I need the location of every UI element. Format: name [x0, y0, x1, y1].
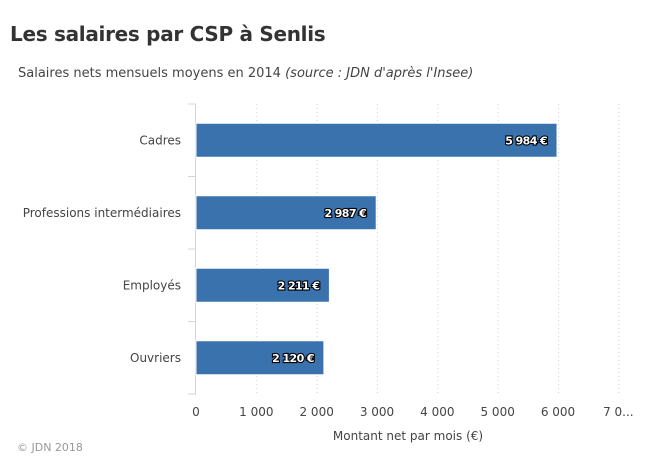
data-label-1: 2 987 €: [324, 207, 366, 220]
chart-subtitle: Salaires nets mensuels moyens en 2014 (s…: [18, 66, 473, 81]
x-tick-label-7: 7 0...: [603, 405, 634, 419]
x-tick-label-6: 6 000: [541, 405, 575, 419]
data-label-0: 5 984 €: [505, 134, 547, 147]
chart-title: Les salaires par CSP à Senlis: [10, 22, 326, 46]
bar-0: [195, 122, 558, 158]
x-tick-label-0: 0: [192, 405, 200, 419]
x-axis-title: Montant net par mois (€): [333, 429, 483, 443]
x-tick-label-1: 1 000: [239, 405, 273, 419]
data-label-2: 2 211 €: [278, 279, 320, 292]
x-tick-label-2: 2 000: [299, 405, 333, 419]
data-label-3: 2 120 €: [272, 352, 314, 365]
bar-3: [195, 340, 325, 376]
category-label-1: Professions intermédiaires: [23, 206, 181, 220]
bar-2: [195, 267, 330, 303]
x-tick-label-3: 3 000: [360, 405, 394, 419]
subtitle-source: (source : JDN d'après l'Insee): [285, 66, 474, 81]
credits: © JDN 2018: [17, 441, 83, 454]
category-label-0: Cadres: [139, 133, 181, 147]
bar-1: [195, 195, 377, 231]
subtitle-main: Salaires nets mensuels moyens en 2014: [18, 66, 281, 81]
x-tick-label-4: 4 000: [420, 405, 454, 419]
category-label-2: Employés: [123, 278, 181, 292]
category-label-3: Ouvriers: [130, 351, 181, 365]
x-tick-label-5: 5 000: [480, 405, 514, 419]
